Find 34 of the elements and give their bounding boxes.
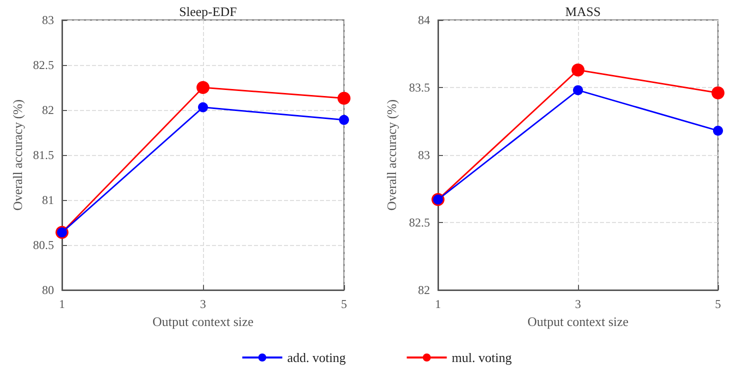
y-tick-label: 82 [42,103,54,117]
point [572,63,584,76]
y-tick-label: 82.5 [409,216,430,230]
y-tick-label: 83 [418,148,430,162]
y-tick-label: 80 [42,283,54,297]
point [338,92,350,105]
legend-label: add. voting [287,350,346,365]
chart-title: Sleep-EDF [179,4,237,19]
y-tick-label: 81 [42,193,54,207]
x-axis-title: Output context size [152,314,254,329]
y-tick-label: 82.5 [33,58,54,72]
x-tick-label: 5 [341,297,347,311]
x-axis-title: Output context size [527,314,629,329]
y-tick-label: 82 [418,283,430,297]
y-axis-title: Overall accuracy (%) [10,99,25,211]
y-tick-label: 80.5 [33,238,54,252]
point [713,126,723,136]
point [339,114,349,125]
y-tick-label: 84 [418,13,430,27]
x-tick-label: 1 [435,297,441,311]
x-tick-label: 3 [575,297,581,311]
y-tick-label: 81.5 [33,148,54,162]
chart-title: MASS [565,4,601,19]
point [573,85,583,96]
y-tick-label: 83.5 [409,80,430,94]
point [196,81,210,94]
x-tick-label: 3 [200,297,206,311]
y-tick-label: 83 [42,13,54,27]
legend-label: mul. voting [452,350,512,365]
point [198,102,208,112]
y-axis-title: Overall accuracy (%) [384,99,400,211]
x-tick-label: 5 [715,297,721,311]
x-tick-label: 1 [59,297,65,311]
point [712,86,724,100]
